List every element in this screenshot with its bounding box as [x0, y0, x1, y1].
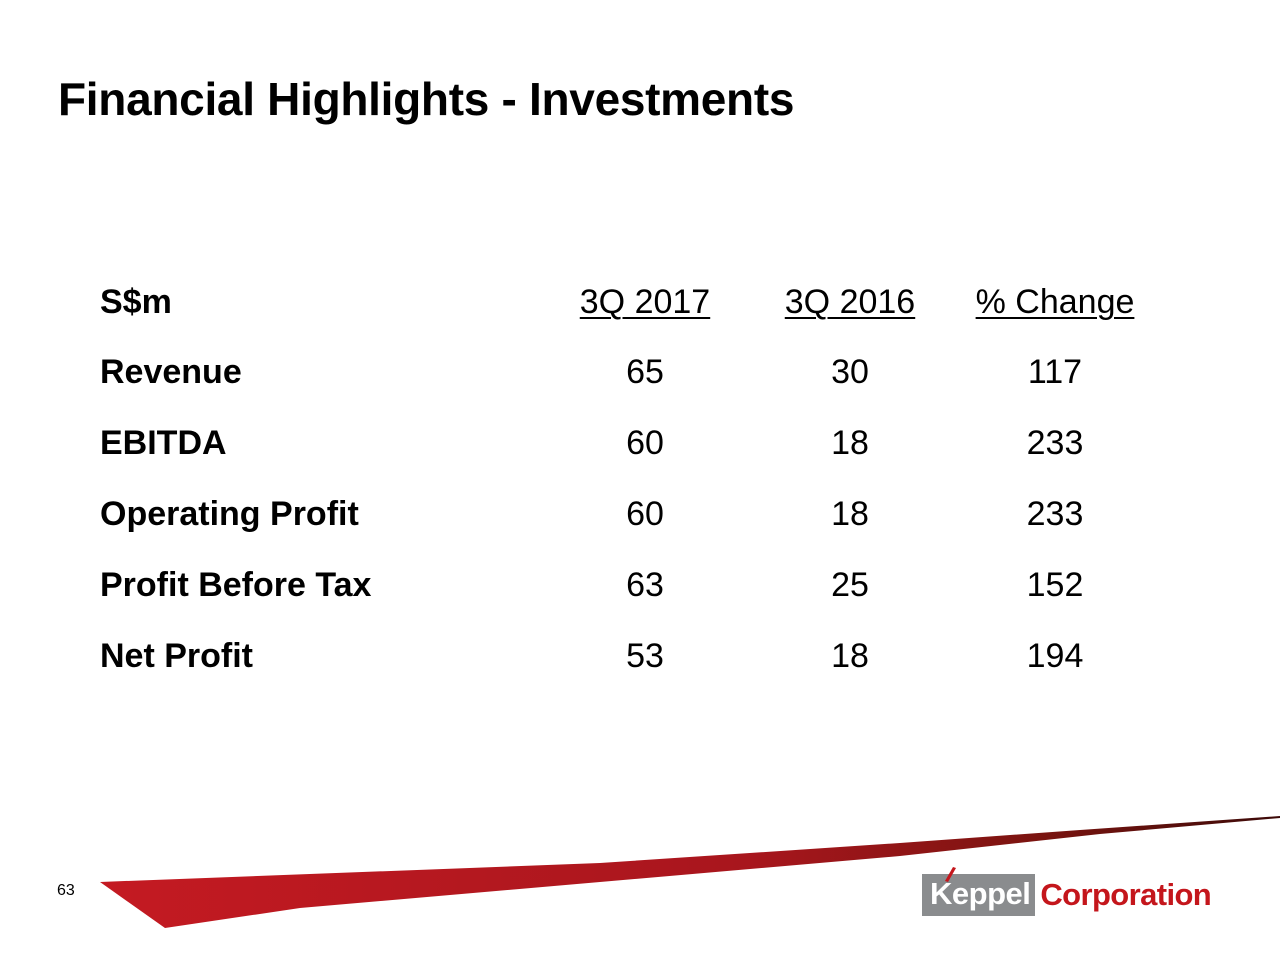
header-previous-quarter: 3Q 2016: [750, 283, 950, 353]
table-row: Profit Before Tax 63 25 152: [100, 566, 1160, 637]
row-label: Profit Before Tax: [100, 566, 372, 604]
header-current-quarter: 3Q 2017: [540, 283, 750, 353]
financial-table: S$m 3Q 2017 3Q 2016 % Change Revenue 65 …: [100, 283, 1160, 708]
header-percent-change-text: % Change: [975, 283, 1135, 321]
cell-change: 152: [1026, 566, 1084, 604]
cell-current: 60: [626, 424, 664, 462]
logo-brand-name: Keppel: [930, 876, 1031, 911]
cell-current: 65: [626, 353, 664, 391]
cell-current: 60: [626, 495, 664, 533]
page-number: 63: [57, 882, 75, 899]
header-percent-change: % Change: [950, 283, 1160, 353]
keppel-logo: Keppel Corporation: [922, 867, 1212, 916]
header-previous-quarter-text: 3Q 2016: [784, 283, 916, 321]
logo-brand-suffix: Corporation: [1040, 877, 1212, 912]
table-row: EBITDA 60 18 233: [100, 424, 1160, 495]
table-row: Operating Profit 60 18 233: [100, 495, 1160, 566]
table-row: Revenue 65 30 117: [100, 353, 1160, 424]
logo-brand-box: Keppel: [922, 867, 1036, 916]
cell-previous: 30: [831, 353, 869, 391]
cell-change: 233: [1026, 424, 1084, 462]
row-label: Net Profit: [100, 637, 253, 675]
cell-change: 117: [1027, 353, 1083, 391]
header-units: S$m: [100, 283, 172, 321]
cell-previous: 18: [831, 424, 869, 462]
logo-accent-icon: [945, 867, 956, 882]
cell-change: 194: [1026, 637, 1084, 675]
cell-previous: 18: [831, 495, 869, 533]
row-label: Revenue: [100, 353, 242, 391]
cell-current: 63: [626, 566, 664, 604]
cell-change: 233: [1026, 495, 1084, 533]
cell-current: 53: [626, 637, 664, 675]
cell-previous: 25: [831, 566, 869, 604]
table-header-row: S$m 3Q 2017 3Q 2016 % Change: [100, 283, 1160, 353]
slide-title: Financial Highlights - Investments: [58, 73, 795, 125]
cell-previous: 18: [831, 637, 869, 675]
header-current-quarter-text: 3Q 2017: [579, 283, 711, 321]
row-label: EBITDA: [100, 424, 227, 462]
row-label: Operating Profit: [100, 495, 359, 533]
table-row: Net Profit 53 18 194: [100, 637, 1160, 708]
